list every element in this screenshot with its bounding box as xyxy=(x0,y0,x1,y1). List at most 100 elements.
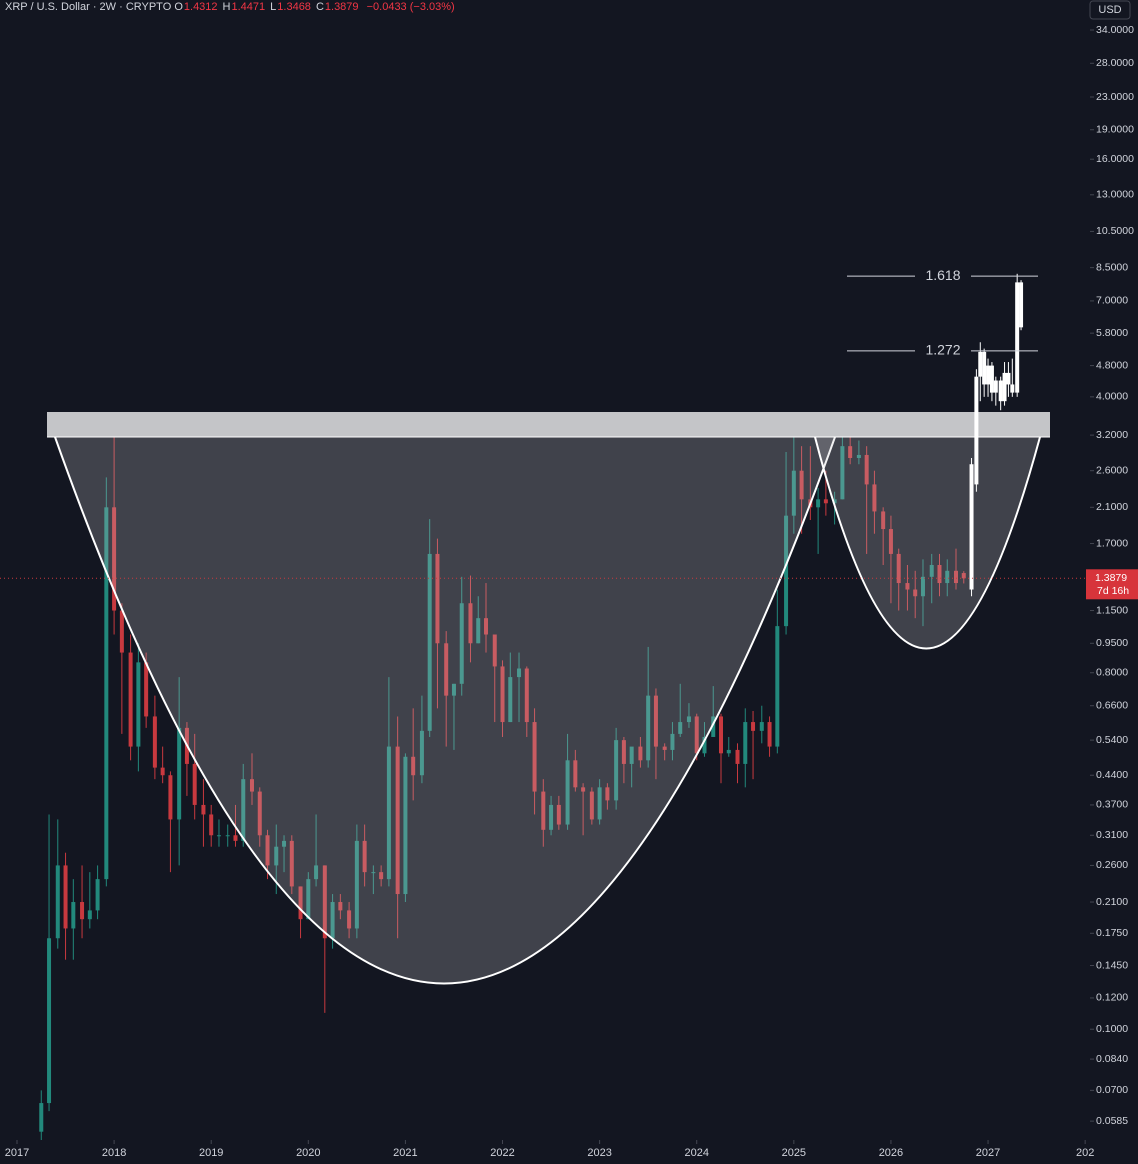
resistance-zone xyxy=(47,412,1050,437)
candle-body xyxy=(589,791,594,820)
countdown: 7d 16h xyxy=(1097,585,1129,597)
candle-body xyxy=(735,749,740,764)
currency[interactable]: USD xyxy=(1098,4,1121,16)
x-tick-label: 2024 xyxy=(684,1147,708,1159)
candle-body xyxy=(403,756,408,895)
ohlc: O1.4312 H1.4471 L1.3468 C1.3879 xyxy=(174,1,363,13)
candle-body xyxy=(476,618,481,644)
candle-body xyxy=(581,787,586,792)
change: −0.0433 (−3.03%) xyxy=(366,1,455,13)
candle-body xyxy=(233,835,238,841)
candle-body xyxy=(646,695,651,761)
candle-body xyxy=(484,618,489,635)
candle-body xyxy=(541,791,546,830)
y-tick-label: 0.8000 xyxy=(1096,667,1128,679)
y-tick-label: 28.0000 xyxy=(1096,57,1134,69)
candle-body xyxy=(306,879,311,920)
candle-body xyxy=(371,872,376,874)
candle-body xyxy=(694,716,699,754)
candle-body xyxy=(241,779,246,841)
handle-shape xyxy=(814,436,1041,650)
candle-body xyxy=(621,740,626,764)
y-tick-label: 0.5400 xyxy=(1096,734,1128,746)
candle-body xyxy=(532,722,537,792)
candle-body xyxy=(225,835,230,837)
candle-body xyxy=(95,879,100,911)
ohlc-value: 1.3468 xyxy=(277,1,311,13)
fib-label: 1.618 xyxy=(925,267,960,283)
candle-body xyxy=(314,865,319,880)
candle-body xyxy=(961,573,966,579)
candle-body xyxy=(565,760,570,825)
candle-body xyxy=(289,840,294,887)
ohlc-key: L xyxy=(270,1,277,13)
y-tick-label: 0.2600 xyxy=(1096,859,1128,871)
candle-body xyxy=(1010,384,1015,393)
candle-body xyxy=(614,740,619,801)
y-tick-label: 16.0000 xyxy=(1096,153,1134,165)
candle-body xyxy=(362,840,367,873)
x-tick-label: 2022 xyxy=(490,1147,514,1159)
candle-body xyxy=(395,746,400,895)
candle-body xyxy=(978,351,983,377)
candle-body xyxy=(216,835,221,837)
y-tick-label: 13.0000 xyxy=(1096,189,1134,201)
candle-body xyxy=(864,454,869,485)
y-tick-label: 0.0840 xyxy=(1096,1053,1128,1065)
candle-body xyxy=(823,499,828,504)
candle-body xyxy=(751,722,756,731)
last-price-box xyxy=(1086,569,1138,600)
candle-body xyxy=(905,583,910,590)
candle-body xyxy=(686,716,691,723)
candle-body xyxy=(104,507,109,880)
candle-body xyxy=(974,376,979,485)
y-tick-label: 0.6600 xyxy=(1096,700,1128,712)
candle-body xyxy=(419,730,424,776)
candle-body xyxy=(249,779,254,792)
candle-body xyxy=(128,652,133,747)
y-tick-label: 0.1750 xyxy=(1096,927,1128,939)
candle-body xyxy=(767,722,772,747)
fib-label: 1.272 xyxy=(925,342,960,358)
y-tick-label: 34.0000 xyxy=(1096,24,1134,36)
candle-body xyxy=(638,746,643,761)
candle-body xyxy=(508,677,513,723)
candle-body xyxy=(347,910,352,929)
y-tick-label: 23.0000 xyxy=(1096,91,1134,103)
candle-body xyxy=(888,529,893,554)
candle-body xyxy=(629,746,634,764)
candle-body xyxy=(492,634,497,667)
candle-body xyxy=(597,787,602,820)
candle-body xyxy=(201,804,206,815)
candle-body xyxy=(136,662,141,747)
candle-body xyxy=(816,499,821,508)
y-tick-label: 2.6000 xyxy=(1096,464,1128,476)
x-tick-label: 2023 xyxy=(587,1147,611,1159)
candle-body xyxy=(840,446,845,500)
candle-body xyxy=(257,791,262,836)
y-tick-label: 0.3100 xyxy=(1096,829,1128,841)
axes: 34.0000 28.0000 23.0000 19.0000 16.0000 13.00… xyxy=(5,24,1134,1159)
y-tick-label: 0.4400 xyxy=(1096,769,1128,781)
candle-body xyxy=(775,626,780,747)
candle-body xyxy=(322,865,327,939)
candle-body xyxy=(298,886,303,920)
currency-button[interactable] xyxy=(1089,0,1131,20)
candle-body xyxy=(444,643,449,696)
header: XRP / U.S. Dollar · 2W · CRYPTO O1.4312 H… xyxy=(5,1,460,13)
candle-body xyxy=(953,570,958,584)
candle-body xyxy=(670,733,675,750)
candle-body xyxy=(743,722,748,764)
y-tick-label: 3.2000 xyxy=(1096,429,1128,441)
candle-body xyxy=(937,564,942,584)
y-tick-label: 1.7000 xyxy=(1096,537,1128,549)
candle-body xyxy=(920,576,925,597)
candle-body xyxy=(80,902,85,920)
candle-body xyxy=(982,351,987,385)
candle-body xyxy=(945,570,950,584)
candle-body xyxy=(524,668,529,723)
candle-body xyxy=(282,840,287,847)
candle-body xyxy=(1006,372,1011,385)
candle-body xyxy=(47,938,52,1104)
candle-body xyxy=(605,787,610,801)
